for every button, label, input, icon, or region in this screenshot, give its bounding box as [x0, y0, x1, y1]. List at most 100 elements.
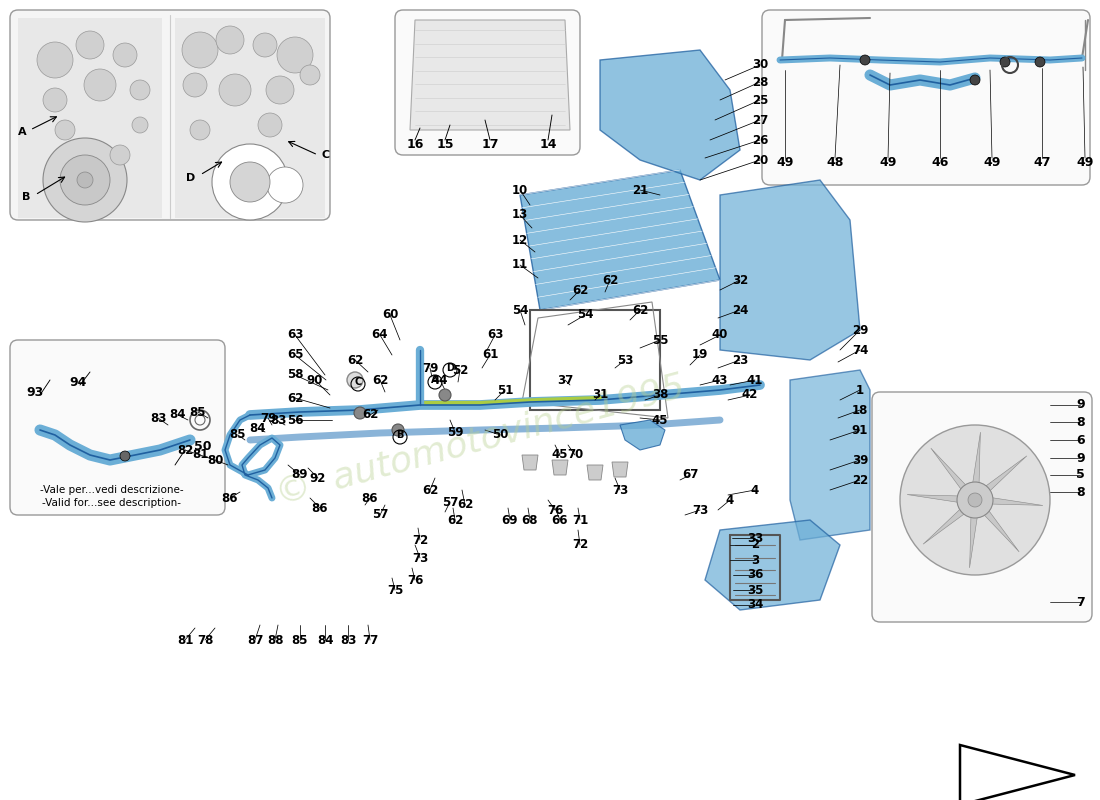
Text: 73: 73	[612, 483, 628, 497]
Text: 15: 15	[437, 138, 453, 151]
Circle shape	[190, 120, 210, 140]
Text: 4: 4	[726, 494, 734, 506]
Polygon shape	[175, 18, 324, 218]
Text: 23: 23	[732, 354, 748, 366]
Text: 42: 42	[741, 389, 758, 402]
Text: 4: 4	[751, 483, 759, 497]
Text: 11: 11	[512, 258, 528, 271]
Text: 41: 41	[747, 374, 763, 386]
Text: 64: 64	[372, 329, 388, 342]
Polygon shape	[720, 180, 860, 360]
Text: 45: 45	[651, 414, 669, 426]
Text: 9: 9	[1077, 398, 1085, 411]
Text: 62: 62	[372, 374, 388, 386]
Text: 49: 49	[777, 157, 794, 170]
Text: 19: 19	[692, 349, 708, 362]
Polygon shape	[612, 462, 628, 477]
Text: 87: 87	[246, 634, 263, 646]
Text: 17: 17	[482, 138, 498, 151]
Text: D: D	[446, 363, 454, 373]
Circle shape	[860, 55, 870, 65]
Text: 9: 9	[1077, 451, 1085, 465]
Text: 44: 44	[431, 374, 449, 386]
Text: 62: 62	[362, 409, 378, 422]
Polygon shape	[600, 50, 740, 180]
Text: 1: 1	[856, 383, 865, 397]
Polygon shape	[908, 494, 968, 504]
Text: 50: 50	[194, 441, 211, 454]
Text: 80: 80	[207, 454, 223, 466]
Polygon shape	[18, 18, 162, 218]
Circle shape	[76, 31, 104, 59]
Circle shape	[60, 155, 110, 205]
FancyBboxPatch shape	[10, 340, 225, 515]
Text: 3: 3	[751, 554, 759, 566]
Text: 30: 30	[752, 58, 768, 71]
Circle shape	[970, 75, 980, 85]
Circle shape	[110, 145, 130, 165]
Circle shape	[55, 120, 75, 140]
Text: 81: 81	[177, 634, 194, 646]
Text: 82: 82	[177, 443, 194, 457]
Text: 46: 46	[932, 157, 948, 170]
Text: 45: 45	[552, 449, 569, 462]
Circle shape	[212, 144, 288, 220]
Text: 48: 48	[826, 157, 844, 170]
Text: 90: 90	[307, 374, 323, 386]
Circle shape	[1000, 57, 1010, 67]
Text: 73: 73	[692, 503, 708, 517]
Circle shape	[120, 451, 130, 461]
Polygon shape	[969, 507, 979, 568]
Circle shape	[439, 389, 451, 401]
Circle shape	[900, 425, 1050, 575]
Text: 62: 62	[421, 483, 438, 497]
Text: 24: 24	[732, 303, 748, 317]
Circle shape	[300, 65, 320, 85]
Text: -Vale per...vedi descrizione-: -Vale per...vedi descrizione-	[41, 485, 184, 495]
Circle shape	[182, 32, 218, 68]
Text: 85: 85	[189, 406, 207, 418]
Text: 2: 2	[751, 538, 759, 551]
Text: 62: 62	[287, 391, 304, 405]
Text: 56: 56	[287, 414, 304, 426]
Text: 61: 61	[482, 349, 498, 362]
Polygon shape	[960, 745, 1075, 800]
Text: 60: 60	[382, 309, 398, 322]
Circle shape	[37, 42, 73, 78]
Polygon shape	[520, 170, 720, 310]
Text: 26: 26	[751, 134, 768, 146]
Circle shape	[1035, 57, 1045, 67]
Polygon shape	[968, 758, 1055, 792]
Text: 85: 85	[230, 429, 246, 442]
Text: 53: 53	[617, 354, 634, 366]
Text: 25: 25	[751, 94, 768, 106]
Polygon shape	[410, 20, 570, 130]
Circle shape	[113, 43, 138, 67]
Text: 62: 62	[456, 498, 473, 511]
Text: 72: 72	[572, 538, 588, 551]
Text: 66: 66	[552, 514, 569, 526]
Text: 35: 35	[747, 583, 763, 597]
Text: 16: 16	[406, 138, 424, 151]
Text: 36: 36	[747, 569, 763, 582]
Circle shape	[267, 167, 303, 203]
FancyBboxPatch shape	[10, 10, 330, 220]
Text: 54: 54	[512, 303, 528, 317]
Text: ©  automotovince1995: © automotovince1995	[272, 369, 689, 511]
Text: B: B	[396, 430, 404, 440]
Text: 83: 83	[270, 414, 286, 427]
Text: 85: 85	[292, 634, 308, 646]
Text: C: C	[322, 150, 330, 160]
Text: 59: 59	[447, 426, 463, 438]
Text: 58: 58	[287, 369, 304, 382]
Polygon shape	[620, 420, 666, 450]
Text: 84: 84	[169, 409, 186, 422]
Text: 62: 62	[631, 303, 648, 317]
Text: 57: 57	[442, 495, 459, 509]
Text: 84: 84	[250, 422, 266, 434]
Circle shape	[346, 372, 363, 388]
Text: 29: 29	[851, 323, 868, 337]
Text: 47: 47	[1033, 157, 1050, 170]
Text: 76: 76	[547, 503, 563, 517]
Text: 79: 79	[421, 362, 438, 374]
